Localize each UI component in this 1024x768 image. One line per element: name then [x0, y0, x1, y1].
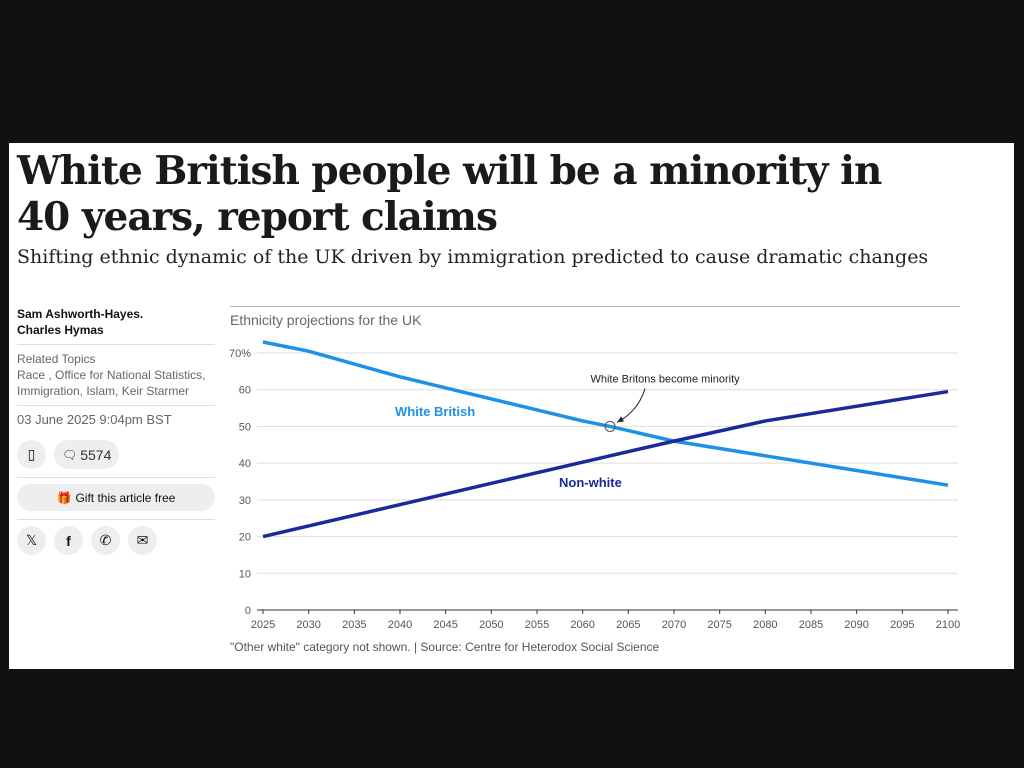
share-email-button[interactable]: ✉	[128, 526, 157, 555]
x-tick-label: 2040	[388, 619, 412, 631]
headline: White British people will be a minority …	[17, 148, 882, 240]
gift-label: Gift this article free	[75, 490, 176, 505]
bookmark-icon: ▯	[27, 446, 36, 462]
x-tick-label: 2095	[890, 619, 914, 631]
author[interactable]: Sam Ashworth-Hayes.	[17, 307, 144, 321]
share-facebook-button[interactable]: f	[54, 526, 83, 555]
x-tick-label: 2050	[479, 619, 503, 631]
annotation-text: White Britons become minority	[590, 373, 740, 385]
gift-icon: 🎁	[56, 490, 72, 505]
x-tick-label: 2065	[616, 619, 640, 631]
x-icon: 𝕏	[25, 532, 38, 548]
x-tick-label: 2070	[662, 619, 686, 631]
series-line-non-white	[262, 389, 949, 539]
x-tick-label: 2090	[844, 619, 868, 631]
y-tick-label: 20	[239, 532, 251, 544]
share-whatsapp-button[interactable]: ✆	[91, 526, 120, 555]
comments-button[interactable]: 🗨 5574	[54, 440, 120, 469]
publish-date: 03 June 2025 9:04pm BST	[17, 412, 172, 427]
y-tick-label: 70%	[229, 348, 251, 360]
series-label-non-white: Non-white	[559, 475, 622, 490]
bookmark-button[interactable]: ▯	[17, 440, 46, 469]
x-tick-label: 2085	[799, 619, 823, 631]
chart-divider	[230, 306, 960, 307]
y-tick-label: 10	[239, 568, 251, 580]
facebook-icon: f	[66, 532, 71, 549]
related-topics[interactable]: Race , Office for National Statistics, I…	[17, 368, 206, 398]
chart-source: "Other white" category not shown. | Sour…	[230, 640, 660, 654]
y-tick-label: 50	[239, 421, 251, 433]
x-tick-label: 2080	[753, 619, 777, 631]
article-meta: Sam Ashworth-Hayes. Charles Hymas Related…	[17, 306, 215, 555]
article-panel: White British people will be a minority …	[9, 143, 1014, 669]
series-line-white-british	[262, 340, 949, 487]
x-tick-label: 2100	[936, 619, 960, 631]
chart-title: Ethnicity projections for the UK	[230, 312, 422, 328]
x-tick-label: 2060	[570, 619, 594, 631]
author[interactable]: Charles Hymas	[17, 323, 104, 337]
y-tick-label: 40	[239, 458, 251, 470]
standfirst: Shifting ethnic dynamic of the UK driven…	[17, 246, 929, 268]
comment-count: 5574	[80, 446, 112, 463]
x-tick-label: 2055	[525, 619, 549, 631]
x-tick-label: 2045	[433, 619, 457, 631]
x-tick-label: 2075	[707, 619, 731, 631]
comment-icon: 🗨	[62, 447, 78, 462]
gift-article-button[interactable]: 🎁 Gift this article free	[17, 484, 215, 511]
y-tick-label: 60	[239, 385, 251, 397]
x-tick-label: 2030	[296, 619, 320, 631]
share-x-button[interactable]: 𝕏	[17, 526, 46, 555]
y-tick-label: 30	[239, 495, 251, 507]
y-tick-label: 0	[245, 605, 251, 617]
email-icon: ✉	[136, 532, 149, 548]
series-label-white-british: White British	[395, 404, 475, 419]
annotation-marker	[604, 420, 616, 432]
x-tick-label: 2025	[251, 619, 275, 631]
whatsapp-icon: ✆	[99, 532, 112, 548]
annotation-arrowhead	[617, 416, 625, 423]
related-topics-label: Related Topics	[17, 352, 96, 366]
x-tick-label: 2035	[342, 619, 366, 631]
